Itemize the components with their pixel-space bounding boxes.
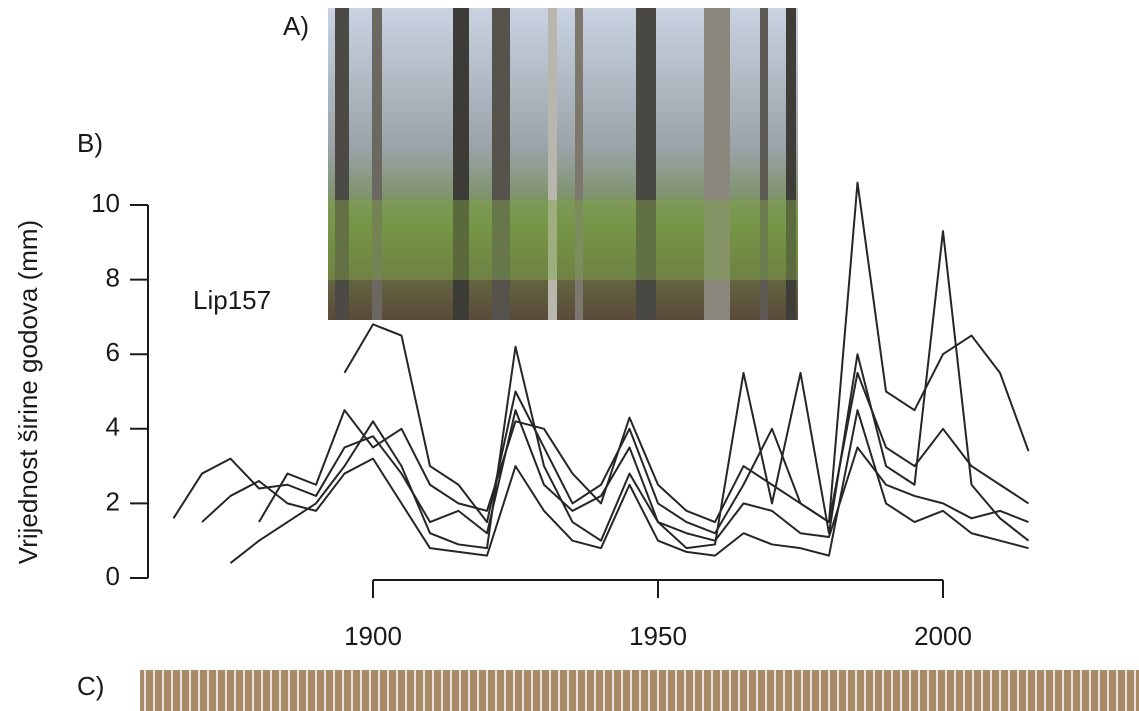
series-line [343,181,1030,535]
y-tick-label: 10 [91,188,120,218]
panel-label: C) [77,671,104,701]
y-tick-label: 2 [106,486,120,516]
y-tick-label: 0 [106,561,120,591]
y-tick-label: 8 [106,262,120,292]
x-tick-label: 2000 [914,621,972,651]
panel-label: B) [77,128,103,158]
series-line [201,409,1029,557]
wood-core [140,670,1139,711]
y-tick-label: 4 [106,412,120,442]
x-tick-label: 1950 [629,621,687,651]
forest-photo [328,8,798,320]
y-tick-label: 6 [106,337,120,367]
series-lines [172,181,1030,564]
series-line [172,409,1029,542]
axes: 0 2 4 6 8 10 1900 1950 2000 [91,188,972,651]
panel-label: A) [283,11,309,41]
y-axis-label: Vrijednost širine godova (mm) [13,220,43,564]
series-line [258,371,1030,524]
x-tick-label: 1900 [344,621,402,651]
annotation: Lip157 [193,285,271,315]
